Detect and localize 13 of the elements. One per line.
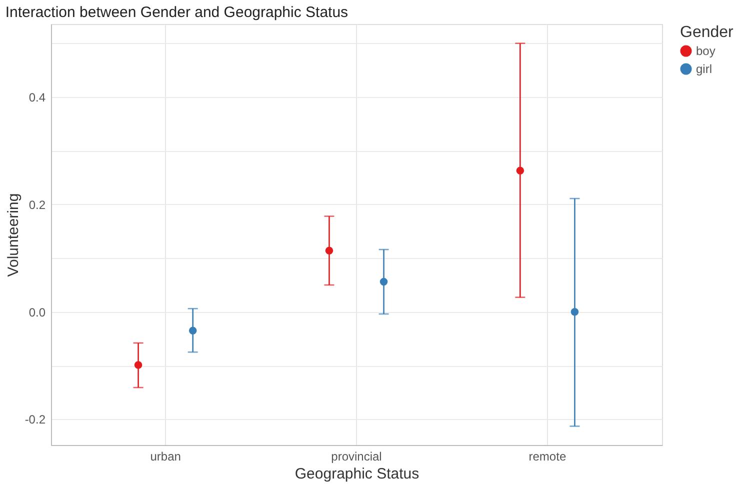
legend-label: boy bbox=[696, 44, 716, 58]
chart-title: Interaction between Gender and Geographic Status bbox=[5, 4, 348, 21]
legend-label: girl bbox=[696, 62, 712, 76]
y-tick-label: 0.2 bbox=[28, 198, 46, 212]
x-tick-label: remote bbox=[528, 450, 566, 464]
y-tick-label: 0.0 bbox=[28, 305, 46, 320]
y-tick-label: 0.4 bbox=[28, 90, 46, 105]
y-axis-title: Volunteering bbox=[4, 193, 22, 277]
legend-title: Gender bbox=[680, 24, 734, 41]
x-tick-label: urban bbox=[150, 450, 181, 464]
x-tick-label: provincial bbox=[331, 450, 382, 464]
x-axis-title: Geographic Status bbox=[294, 466, 420, 482]
y-tick-label: -0.2 bbox=[24, 412, 46, 427]
